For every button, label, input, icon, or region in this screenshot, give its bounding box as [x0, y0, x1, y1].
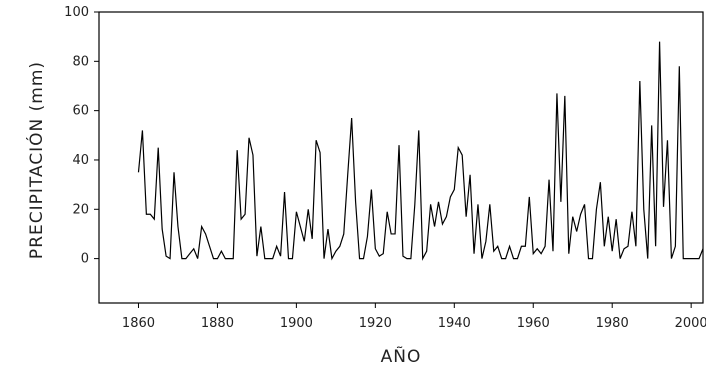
y-tick-label: 60 [72, 104, 89, 119]
y-tick-label: 20 [72, 202, 89, 217]
x-tick-label: 1920 [359, 316, 392, 331]
y-tick-label: 80 [72, 54, 89, 69]
x-axis-title: AÑO [381, 345, 422, 366]
axis-ticks [94, 11, 692, 308]
series-line-0 [137, 41, 704, 261]
x-tick-label: 1900 [280, 316, 313, 331]
x-tick-label: 1940 [438, 316, 471, 331]
series-layer [137, 41, 704, 261]
x-tick-label: 1860 [122, 316, 155, 331]
x-tick-label: 1980 [596, 316, 629, 331]
tick-labels: 1860 1880 1900 1920 1940 1960 1980 2000 0 20 40 60 8… [64, 5, 706, 331]
y-axis-title: PRECIPITACIÓN (mm) [25, 61, 47, 259]
x-tick-label: 2000 [675, 316, 706, 331]
plot-frame [98, 11, 704, 304]
y-tick-label: 40 [72, 153, 89, 168]
x-tick-label: 1960 [517, 316, 550, 331]
y-tick-label: 100 [64, 5, 89, 20]
x-tick-label: 1880 [201, 316, 234, 331]
y-tick-label: 0 [81, 252, 89, 267]
